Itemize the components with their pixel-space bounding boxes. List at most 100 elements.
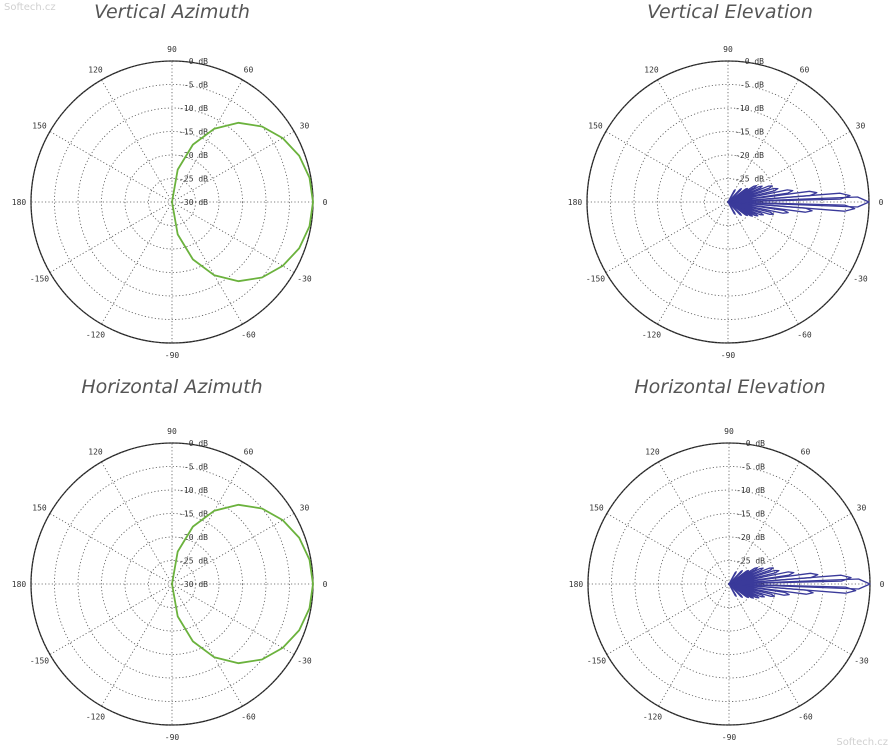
polar-plot: 0 30 60 90 120 150 180 -150 -120 -90 -60 -30 0 dB -5 … (12, 45, 328, 360)
angle-label: -30 (297, 657, 312, 666)
angle-label: 0 (323, 580, 328, 589)
chart-horizontal-azimuth: Horizontal Azimuth 0 30 60 90 120 150 180 -150 -… (0, 375, 448, 750)
lobe-mark (727, 185, 773, 203)
grid-ring (148, 178, 196, 226)
lobe-mark (728, 583, 776, 597)
grid-spoke (101, 583, 173, 707)
angle-label: 30 (300, 122, 310, 131)
angle-label: -120 (642, 331, 661, 340)
grid-spoke (657, 79, 729, 203)
series-line (171, 121, 314, 283)
angle-label: 60 (244, 447, 254, 456)
lobe-mark (727, 196, 870, 208)
lobe-mark (727, 189, 736, 203)
grid-spoke (171, 461, 243, 585)
grid-spoke (171, 583, 243, 707)
grid-ring (124, 154, 220, 250)
radial-label: -10 dB (735, 104, 764, 113)
grid-spoke (728, 583, 800, 707)
grid-spoke (49, 583, 173, 655)
angle-label: -60 (798, 713, 813, 722)
lobe-mark (727, 201, 748, 217)
lobe-mark (728, 567, 764, 585)
grid-spoke (606, 513, 730, 585)
angle-label: -30 (297, 275, 312, 284)
grid-spoke (171, 201, 295, 273)
grid-spoke (101, 461, 173, 585)
chart-vertical-azimuth: Vertical Azimuth 0 30 60 90 120 150 180 -150 -12… (0, 0, 448, 375)
lobe-mark (728, 571, 795, 585)
angle-label: 0 (880, 580, 885, 589)
radial-label: -25 dB (736, 557, 765, 566)
grid-spoke (101, 201, 173, 325)
angle-label: 60 (244, 65, 254, 74)
radial-label: -25 dB (179, 175, 208, 184)
angle-label: -150 (587, 657, 606, 666)
angle-label: 60 (801, 447, 811, 456)
radial-label: -25 dB (179, 557, 208, 566)
grid-ring (658, 513, 800, 655)
grid-ring (681, 536, 777, 632)
angle-label: -150 (30, 657, 49, 666)
lobe-mark (728, 583, 765, 598)
lobe-mark (727, 201, 775, 215)
chart-title: Vertical Elevation (647, 1, 813, 23)
lobe-mark (728, 583, 743, 598)
lobe-mark (728, 567, 774, 585)
lobe-mark (727, 185, 763, 203)
angle-label: 150 (32, 122, 47, 131)
polar-plot: 0 30 60 90 120 150 180 -150 -120 -90 -60 -30 0 dB -5 … (12, 427, 328, 742)
grid-ring (124, 536, 220, 632)
lobe-mark (727, 188, 742, 203)
radial-label: -5 dB (184, 463, 208, 472)
radial-label: 0 dB (746, 439, 765, 448)
grid-spoke (658, 583, 730, 707)
lobe-mark (728, 566, 759, 585)
angle-label: 150 (588, 122, 603, 131)
angle-label: -90 (722, 733, 737, 742)
radial-label: -15 dB (179, 510, 208, 519)
grid-ring (680, 154, 776, 250)
lobe-mark (728, 583, 857, 594)
angle-label: -60 (241, 331, 256, 340)
radial-label: 0 dB (745, 57, 764, 66)
chart-horizontal-elevation: Horizontal Elevation 0 30 60 90 120 150 180 -15… (448, 375, 896, 750)
grid-spoke (171, 201, 243, 325)
angle-label: 180 (569, 580, 584, 589)
angle-label: -120 (643, 713, 662, 722)
lobe-mark (728, 583, 737, 597)
grid-ring (54, 84, 290, 320)
angle-label: 180 (568, 198, 583, 207)
grid-ring (54, 466, 290, 702)
grid-ring (101, 131, 243, 273)
lobe-mark (727, 190, 818, 203)
grid-ring (657, 131, 799, 273)
angle-label: 150 (589, 504, 604, 513)
lobe-mark (728, 569, 749, 585)
lobe-mark (727, 201, 856, 212)
lobe-mark (728, 583, 760, 599)
polar-plot: 0 30 60 90 120 150 180 -150 -120 -90 -60 -30 0 dB -5 … (569, 427, 885, 742)
radial-label: -20 dB (736, 533, 765, 542)
angle-label: -90 (165, 351, 180, 360)
angle-label: 90 (167, 427, 177, 436)
lobe-mark (727, 201, 742, 216)
grid-spoke (657, 201, 729, 325)
angle-label: 90 (167, 45, 177, 54)
angle-label: 150 (32, 504, 47, 513)
lobe-mark (727, 201, 764, 216)
grid-spoke (171, 583, 295, 655)
radial-label: 0 dB (189, 439, 208, 448)
radial-label: -5 dB (741, 463, 765, 472)
lobe-mark (727, 189, 794, 203)
radial-label: -15 dB (179, 128, 208, 137)
grid-ring (77, 107, 267, 297)
grid-ring (148, 560, 196, 608)
radial-label: -30 dB (179, 580, 208, 589)
grid-ring (101, 513, 243, 655)
watermark-top-left: Softech.cz (4, 2, 56, 13)
angle-label: 30 (856, 122, 866, 131)
angle-label: -30 (853, 275, 868, 284)
angle-label: 60 (800, 65, 810, 74)
angle-label: 120 (88, 447, 103, 456)
